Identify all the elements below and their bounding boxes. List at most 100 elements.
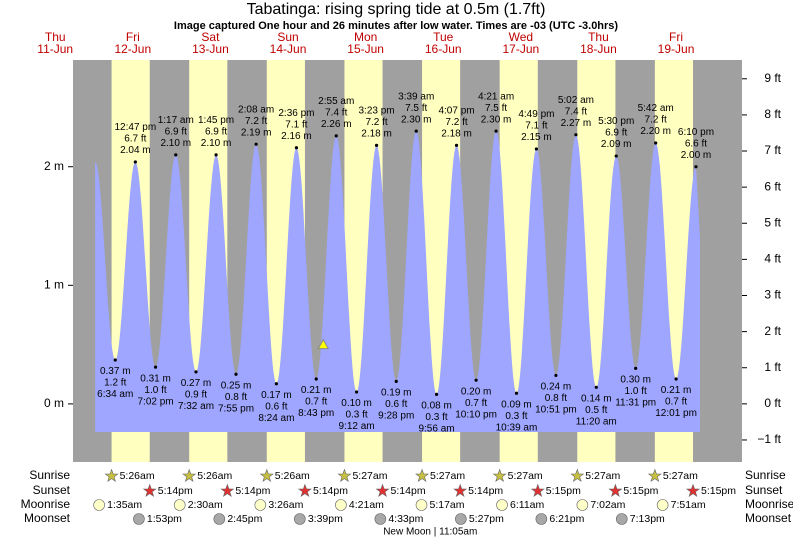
moon-icon [294, 513, 306, 525]
tide-label: 2:36 pm [278, 108, 314, 119]
sunset-time: 5:14pm [313, 485, 348, 497]
row-label: Sunset [745, 483, 783, 497]
moonset-time: 2:45pm [227, 513, 262, 525]
tide-label: 7.2 ft [365, 117, 387, 128]
moon-icon [133, 513, 145, 525]
tide-label: 0.21 m [301, 385, 332, 396]
tide-label: 7.5 ft [405, 103, 427, 114]
moonset-time: 1:53pm [147, 513, 182, 525]
date-label: 14-Jun [270, 42, 307, 56]
sunrise-time: 5:27am [508, 470, 543, 482]
moonset-time: 3:39pm [308, 513, 343, 525]
tide-label: 0.3 ft [505, 411, 527, 422]
tide-point [414, 129, 418, 133]
date-label: 13-Jun [192, 42, 229, 56]
tide-label: 5:02 am [558, 95, 594, 106]
day-label: Sun [277, 30, 298, 44]
tide-label: 6.6 ft [685, 138, 707, 149]
sunrise-time: 5:27am [352, 470, 387, 482]
tide-label: 0.3 ft [345, 410, 367, 421]
sun-icon [182, 468, 197, 483]
moon-icon [213, 513, 226, 525]
tide-label: 2.18 m [361, 129, 392, 140]
tide-label: 7.4 ft [565, 106, 587, 117]
y2-tick-label: 1 ft [764, 360, 781, 374]
tide-label: 0.8 ft [545, 393, 567, 404]
tide-point [113, 358, 117, 362]
sunset-time: 5:15pm [623, 485, 658, 497]
row-label: Sunrise [745, 468, 786, 482]
y2-tick-label: 4 ft [764, 252, 781, 266]
tide-label: 8:24 am [258, 413, 294, 424]
tide-label: 2.18 m [441, 129, 472, 140]
tide-label: 0.5 ft [585, 405, 607, 416]
tide-label: 10:10 pm [455, 409, 497, 420]
tide-point [474, 378, 478, 382]
tide-label: 2.27 m [561, 118, 592, 129]
tide-label: 1.2 ft [104, 378, 126, 389]
sunset-time: 5:14pm [468, 485, 503, 497]
moonrise-time: 1:35am [107, 499, 142, 511]
y2-tick-label: 3 ft [764, 288, 781, 302]
moonrise-time: 4:21am [349, 499, 384, 511]
moon-icon [615, 513, 628, 525]
tide-label: 0.17 m [261, 390, 292, 401]
sun-icon [142, 483, 157, 498]
tide-label: 7.2 ft [645, 115, 667, 126]
tide-label: 0.14 m [581, 393, 612, 404]
tide-label: 1:45 pm [198, 115, 234, 126]
sun-icon [647, 468, 662, 483]
moon-icon [656, 499, 669, 511]
tide-label: 11:31 pm [615, 397, 656, 408]
y2-tick-label: 5 ft [764, 215, 781, 229]
day-label: Mon [354, 30, 377, 44]
sun-icon [492, 468, 507, 483]
y2-tick-label: 0 ft [764, 396, 781, 410]
date-label: 15-Jun [347, 42, 384, 56]
date-label: 19-Jun [658, 42, 695, 56]
y2-tick-label: 7 ft [764, 143, 781, 157]
date-label: 17-Jun [502, 42, 539, 56]
moonrise-time: 2:30am [188, 499, 223, 511]
tide-label: 7.4 ft [325, 108, 347, 119]
tide-label: 3:23 pm [358, 106, 394, 117]
tide-label: 1:17 am [158, 115, 194, 126]
y2-tick-label: −1 ft [757, 432, 781, 446]
tide-label: 4:07 pm [438, 106, 474, 117]
tide-label: 6.9 ft [605, 128, 627, 139]
tide-label: 0.09 m [501, 399, 532, 410]
sun-icon [530, 483, 545, 498]
tide-label: 7.1 ft [525, 121, 547, 132]
sunrise-time: 5:27am [430, 470, 465, 482]
sunset-time: 5:14pm [235, 485, 270, 497]
day-label: Thu [588, 30, 609, 44]
y-tick-label: 0 m [44, 396, 64, 410]
y-tick-label: 1 m [44, 277, 64, 291]
tide-point [594, 385, 598, 389]
tide-point [234, 372, 238, 376]
moonset-time: 7:13pm [630, 513, 665, 525]
tide-point [354, 390, 359, 394]
tide-label: 0.6 ft [265, 401, 287, 412]
moon-icon [93, 499, 105, 511]
tide-label: 12:01 pm [655, 408, 697, 419]
sunrise-time: 5:26am [197, 470, 232, 482]
tide-label: 11:20 am [576, 416, 617, 427]
date-label: 18-Jun [580, 42, 617, 56]
tide-label: 10:51 pm [535, 405, 577, 416]
moonrise-time: 6:11am [510, 499, 544, 511]
day-label: Sat [201, 30, 220, 44]
tide-label: 7:02 pm [137, 396, 173, 407]
day-label: Fri [126, 30, 140, 44]
tide-label: 0.31 m [140, 373, 171, 384]
tide-label: 2.15 m [521, 132, 552, 143]
tide-label: 7:55 pm [218, 403, 254, 414]
tide-label: 0.25 m [221, 380, 252, 391]
tide-label: 2:55 am [318, 96, 354, 107]
moonset-time: 4:33pm [388, 513, 423, 525]
tide-label: 2.30 m [481, 114, 512, 125]
sun-icon [608, 483, 623, 498]
tide-label: 1.0 ft [144, 385, 166, 396]
sunset-time: 5:14pm [391, 485, 426, 497]
